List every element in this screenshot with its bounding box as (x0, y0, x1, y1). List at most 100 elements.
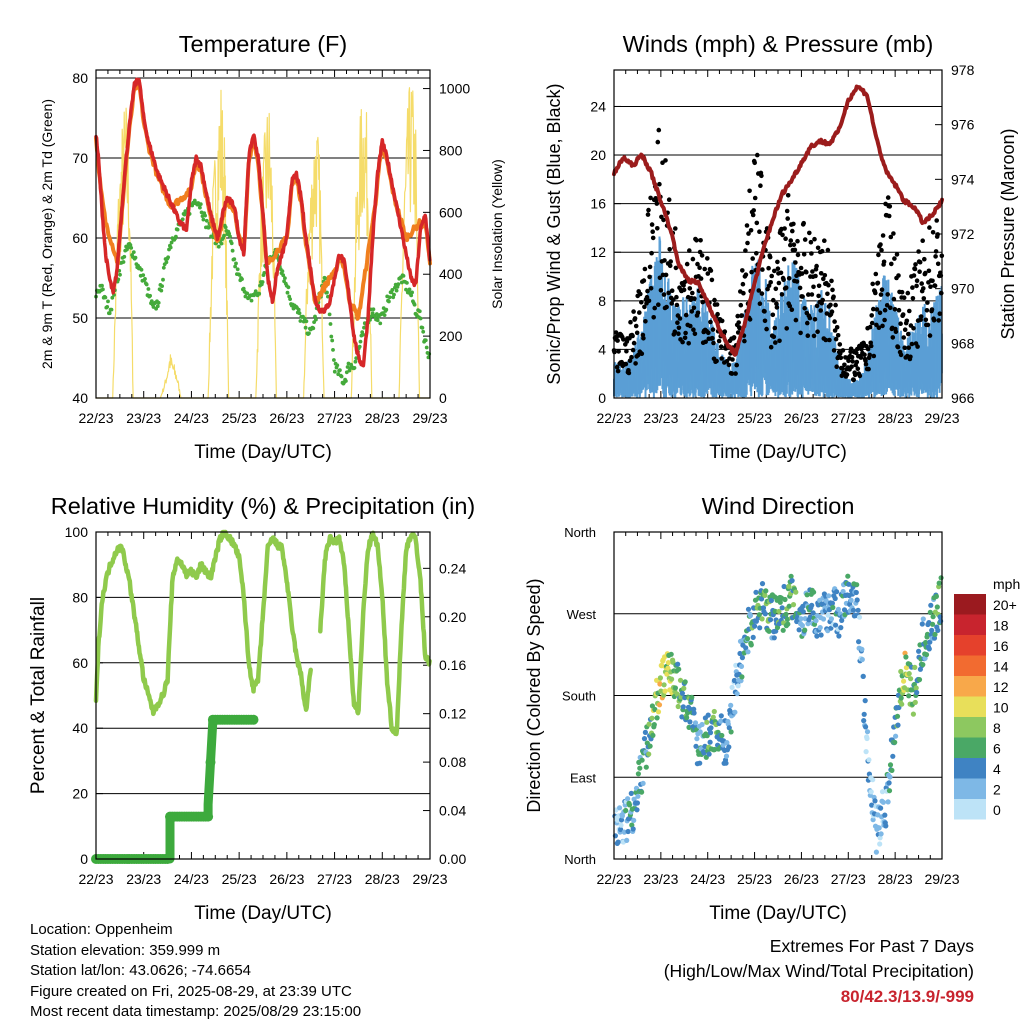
wind-gust-point (901, 335, 906, 340)
wind-gust-point (886, 213, 892, 219)
y-tick-label: 20 (590, 147, 606, 163)
wind-gust-point (691, 327, 696, 333)
wind-gust-point (699, 253, 705, 258)
wind-gust-point (691, 305, 697, 311)
y-tick-label: 12 (590, 244, 606, 260)
wind-gust-point (648, 286, 654, 291)
dewpoint-point (418, 316, 423, 321)
dewpoint-point (426, 355, 431, 360)
wind-gust-point (757, 229, 762, 234)
wind-gust-point (742, 338, 747, 344)
direction-point (693, 743, 699, 749)
wind-gust-point (705, 271, 711, 276)
wind-gust-point (734, 362, 739, 368)
legend-label: 16 (993, 638, 1009, 654)
wind-gust-point (809, 292, 815, 297)
dewpoint-point (387, 299, 391, 304)
wind-gust-point (802, 237, 808, 242)
direction-point (892, 739, 898, 745)
wind-gust-point (917, 259, 923, 265)
wind-gust-point (895, 344, 901, 350)
x-tick-label: 25/23 (737, 871, 772, 887)
wind-gust-point (899, 289, 905, 295)
wind-gust-point (873, 290, 878, 296)
y2-tick-label: 974 (951, 171, 975, 187)
direction-point (710, 714, 716, 720)
direction-point (699, 721, 705, 728)
dewpoint-point (325, 290, 329, 295)
wind-gust-point (810, 269, 815, 274)
dewpoint-point (354, 356, 359, 360)
pressure-line (612, 84, 944, 357)
y-axis-label: Direction (Colored By Speed) (524, 578, 544, 812)
y2-tick-label: 0.04 (439, 803, 466, 819)
direction-point (665, 660, 672, 666)
dewpoint-point (103, 295, 108, 300)
chart-panel-4: Wind Direction Time (Day/UTC) Direction (C… (524, 493, 1020, 924)
direction-point (737, 650, 743, 657)
direction-point (899, 701, 905, 707)
x-tick-label: 26/23 (784, 410, 819, 426)
wind-gust-point (754, 220, 760, 226)
wind-gust-point (771, 334, 777, 340)
dewpoint-point (175, 227, 180, 232)
wind-gust-point (746, 231, 751, 236)
direction-point (724, 740, 730, 746)
wind-gust-point (840, 366, 845, 371)
chart-panel-2: Winds (mph) & Pressure (mb) Time (Day/UTC… (544, 31, 1018, 463)
dewpoint-point (159, 288, 164, 293)
direction-point (789, 578, 795, 584)
direction-point (639, 789, 645, 795)
wind-gust-point (823, 337, 829, 343)
wind-gust-point (923, 270, 928, 276)
wind-gust-point (787, 303, 793, 309)
wind-gust-point (870, 281, 875, 287)
wind-gust-point (683, 330, 688, 336)
direction-point (661, 692, 667, 698)
dewpoint-point (237, 273, 242, 277)
wind-gust-point (639, 300, 644, 305)
direction-point (657, 681, 663, 687)
dewpoint-point (311, 326, 316, 331)
wind-gust-point (690, 290, 695, 296)
y2-tick-label: 400 (439, 266, 463, 282)
x-tick-label: 25/23 (222, 410, 257, 426)
wind-gust-point (934, 218, 939, 223)
dewpoint-point (131, 250, 136, 255)
wind-gust-point (862, 352, 867, 358)
dewpoint-point (139, 267, 144, 272)
wind-gust-point (933, 249, 939, 254)
wind-gust-point (890, 335, 896, 340)
wind-gust-point (848, 346, 854, 352)
wind-gust-point (661, 292, 667, 297)
direction-point (743, 645, 749, 651)
wind-gust-point (661, 217, 666, 223)
x-tick-label: 24/23 (174, 871, 209, 887)
direction-point (631, 817, 637, 824)
direction-point (759, 616, 765, 622)
wind-gust-point (687, 248, 692, 253)
dewpoint-point (240, 277, 244, 281)
wind-gust-point (834, 364, 839, 370)
direction-point (859, 656, 865, 663)
direction-point (930, 614, 936, 620)
direction-point (938, 575, 944, 581)
direction-point (802, 627, 808, 633)
wind-gust-point (892, 256, 897, 261)
wind-gust-point (784, 326, 789, 331)
direction-point (626, 802, 633, 808)
direction-point (890, 753, 896, 759)
direction-point (859, 646, 865, 652)
wind-gust-point (871, 306, 876, 312)
wind-gust-point (879, 247, 884, 253)
wind-gust-point (783, 285, 789, 291)
dewpoint-point (396, 282, 401, 287)
direction-point (783, 611, 789, 617)
wind-gust-point (767, 254, 773, 260)
wind-gust-point (667, 263, 673, 269)
wind-gust-point (646, 207, 651, 213)
direction-point (639, 757, 645, 763)
wind-gust-point (715, 311, 720, 317)
wind-gust-point (666, 197, 672, 202)
wind-gust-point (762, 318, 768, 324)
